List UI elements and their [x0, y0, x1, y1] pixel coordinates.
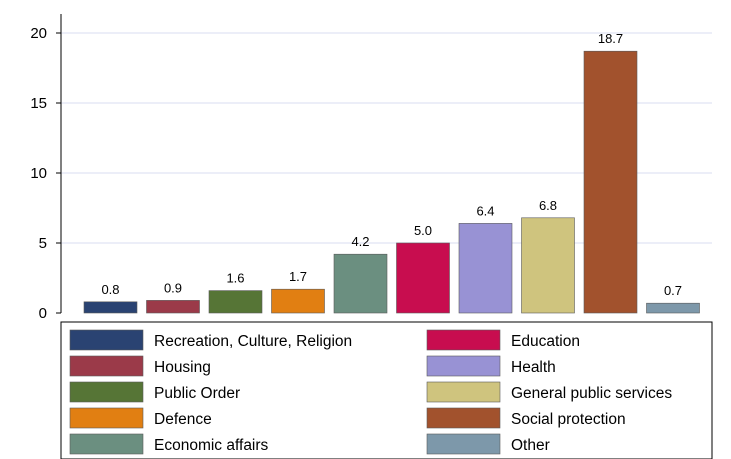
legend-label: Other [511, 437, 550, 454]
data-label: 1.7 [289, 269, 307, 284]
data-label: 0.7 [664, 283, 682, 298]
y-tick-label: 15 [30, 95, 47, 112]
bar [646, 302, 700, 314]
legend-label: Defence [154, 411, 212, 428]
data-label: 18.7 [598, 31, 623, 46]
legend-label: Public Order [154, 385, 240, 402]
legend-swatch [69, 407, 144, 429]
legend-swatch [69, 381, 144, 403]
data-labels: 0.8 0.9 1.6 1.7 4.2 5.0 6.4 6.8 18.7 0.7 [101, 31, 682, 298]
legend-swatch [426, 355, 501, 377]
bar [83, 301, 138, 314]
legend-swatch [426, 381, 501, 403]
y-axis: 0 5 10 15 20 [30, 14, 62, 322]
data-label: 5.0 [414, 223, 432, 238]
data-label: 0.8 [101, 282, 119, 297]
legend-swatch [69, 329, 144, 351]
bar [396, 242, 450, 314]
legend-box [60, 321, 713, 459]
legend: Recreation, Culture, Religion Housing Publ… [60, 321, 713, 459]
data-label: 6.8 [539, 198, 557, 213]
bar [271, 288, 325, 314]
bar [208, 290, 263, 314]
legend-label: Economic affairs [154, 437, 269, 454]
data-label: 6.4 [476, 203, 494, 218]
data-label: 4.2 [351, 234, 369, 249]
legend-swatch [69, 355, 144, 377]
legend-swatch [426, 329, 501, 351]
legend-label: Education [511, 333, 580, 350]
y-tick-label: 0 [39, 305, 47, 322]
legend-label: Health [511, 359, 556, 376]
y-tick-label: 10 [30, 165, 47, 182]
bars [83, 50, 700, 314]
legend-label: Housing [154, 359, 211, 376]
data-label: 0.9 [164, 280, 182, 295]
data-label: 1.6 [226, 271, 244, 286]
legend-label: Social protection [511, 411, 626, 428]
bar [583, 50, 638, 314]
legend-swatch [69, 433, 144, 455]
y-tick-label: 20 [30, 25, 47, 42]
legend-swatch [426, 433, 501, 455]
legend-label: Recreation, Culture, Religion [154, 333, 352, 350]
y-tick-label: 5 [39, 235, 47, 252]
bar [146, 300, 200, 314]
bar [458, 223, 513, 314]
bar [521, 217, 575, 314]
legend-swatch [426, 407, 501, 429]
legend-label: General public services [511, 385, 672, 402]
bar [333, 253, 388, 314]
